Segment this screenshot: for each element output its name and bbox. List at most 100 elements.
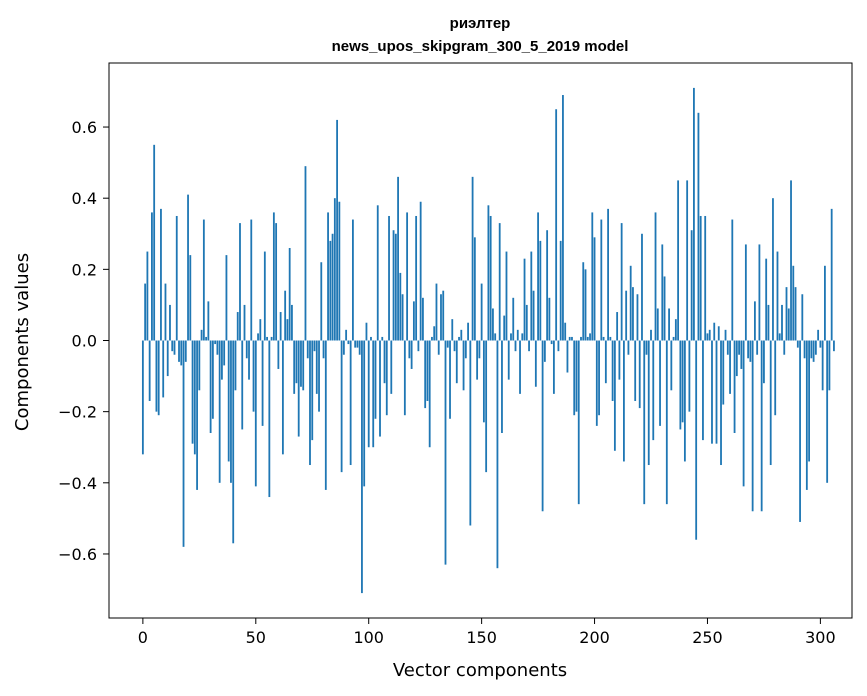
x-tick-label: 150: [466, 628, 497, 647]
bar: [611, 340, 614, 401]
bar: [679, 340, 682, 430]
bar: [715, 340, 718, 444]
bar: [309, 340, 311, 466]
bar: [575, 340, 578, 412]
bar: [756, 340, 759, 355]
bar: [523, 258, 526, 341]
bar: [148, 340, 151, 401]
bar: [250, 219, 253, 341]
bar: [632, 287, 634, 341]
y-tick-label: 0.4: [72, 189, 97, 208]
x-tick-label: 250: [692, 628, 723, 647]
bar: [785, 287, 788, 341]
bar: [406, 212, 409, 341]
bar: [501, 340, 503, 433]
bar: [571, 336, 573, 341]
bar: [591, 212, 594, 341]
bar: [510, 333, 512, 341]
x-tick-label: 300: [805, 628, 836, 647]
bar: [744, 244, 747, 341]
bar: [390, 340, 393, 394]
bar: [758, 244, 761, 341]
bar: [144, 283, 147, 341]
bar: [467, 322, 469, 341]
bar: [790, 180, 792, 341]
bar: [729, 340, 731, 394]
bar: [449, 340, 451, 419]
bar: [397, 176, 399, 341]
bar: [546, 230, 549, 341]
bar: [160, 208, 162, 341]
bar: [528, 340, 530, 352]
bar: [600, 219, 603, 341]
bar: [833, 340, 835, 352]
bar: [189, 255, 192, 341]
bar: [503, 315, 506, 341]
bar: [216, 340, 219, 355]
bar: [731, 219, 734, 341]
bar: [634, 340, 637, 401]
bar: [333, 198, 336, 341]
bar: [272, 212, 275, 341]
bar: [668, 308, 670, 341]
bar: [814, 340, 817, 355]
bar: [713, 322, 716, 341]
bar: [440, 294, 442, 341]
bar: [376, 205, 379, 341]
bar: [753, 301, 756, 341]
bar: [318, 340, 320, 412]
bar: [422, 297, 424, 341]
bar: [505, 251, 508, 341]
bar: [555, 109, 558, 341]
bar: [462, 340, 465, 391]
bar: [221, 340, 223, 380]
bar: [674, 319, 677, 341]
bar: [803, 340, 806, 359]
bar: [187, 194, 189, 341]
bar: [751, 340, 754, 512]
bar: [480, 283, 483, 341]
bar: [799, 340, 801, 522]
bar: [180, 340, 183, 366]
bar: [496, 340, 499, 569]
plot-frame: [108, 62, 853, 619]
bar: [593, 237, 596, 341]
bar: [155, 340, 158, 412]
bar: [281, 340, 284, 455]
bar: [151, 212, 153, 341]
bar: [659, 340, 661, 426]
bar: [385, 340, 388, 416]
bar: [392, 230, 395, 341]
bar: [629, 265, 632, 341]
bar: [248, 340, 250, 380]
bar: [485, 340, 488, 473]
bar: [473, 237, 476, 341]
bar: [234, 340, 237, 391]
bar: [164, 283, 167, 341]
bar: [665, 340, 668, 505]
bar: [661, 244, 664, 341]
bar: [252, 340, 255, 412]
bars-group: [141, 87, 835, 594]
bar: [315, 340, 318, 394]
bar: [403, 340, 406, 416]
y-axis-ticks: −0.6 −0.4 −0.2 0.0 0.2 0.4 0.6: [58, 118, 109, 564]
chart-subtitle: news_upos_skipgram_300_5_2019 model: [332, 38, 629, 55]
bar: [374, 340, 377, 419]
bar: [613, 340, 616, 451]
bar: [367, 340, 370, 448]
bar: [796, 340, 799, 348]
bar: [672, 336, 675, 341]
x-tick-label: 50: [246, 628, 266, 647]
bar: [451, 319, 454, 341]
bar: [726, 340, 729, 355]
bar: [356, 340, 359, 348]
bar: [478, 340, 481, 359]
bar: [363, 340, 366, 487]
bar: [304, 166, 307, 341]
bar: [245, 340, 248, 359]
bar: [530, 251, 533, 341]
bar: [604, 340, 607, 384]
bar: [340, 340, 343, 473]
bar: [153, 144, 156, 341]
